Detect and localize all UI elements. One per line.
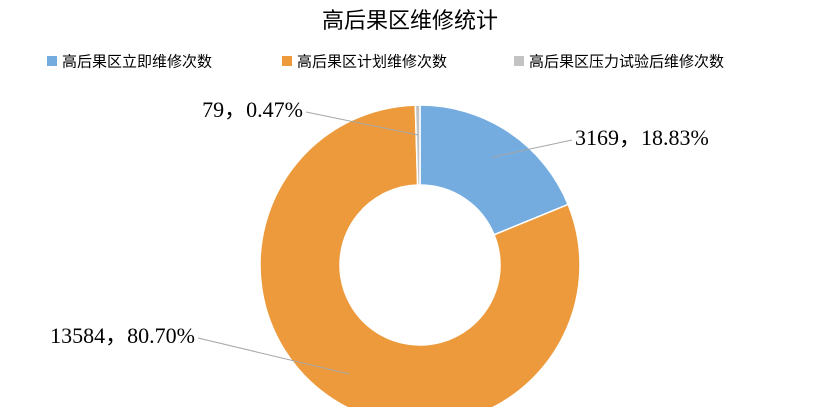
legend-label: 高后果区计划维修次数 <box>297 53 447 71</box>
leader-line <box>492 139 573 158</box>
chart-title: 高后果区维修统计 <box>322 9 498 34</box>
legend-marker <box>47 56 57 66</box>
legend-marker <box>282 56 292 66</box>
donut-slice <box>414 104 421 186</box>
data-label: 13584，80.70% <box>50 323 195 348</box>
data-label: 3169，18.83% <box>575 125 709 150</box>
leader-line <box>197 337 350 375</box>
data-label: 79，0.47% <box>202 97 303 122</box>
legend-label: 高后果区立即维修次数 <box>62 53 212 71</box>
legend-marker <box>514 56 524 66</box>
leader-line <box>305 111 419 136</box>
legend-label: 高后果区压力试验后维修次数 <box>529 53 724 71</box>
donut-slice <box>259 104 581 407</box>
donut-slice <box>419 104 570 236</box>
